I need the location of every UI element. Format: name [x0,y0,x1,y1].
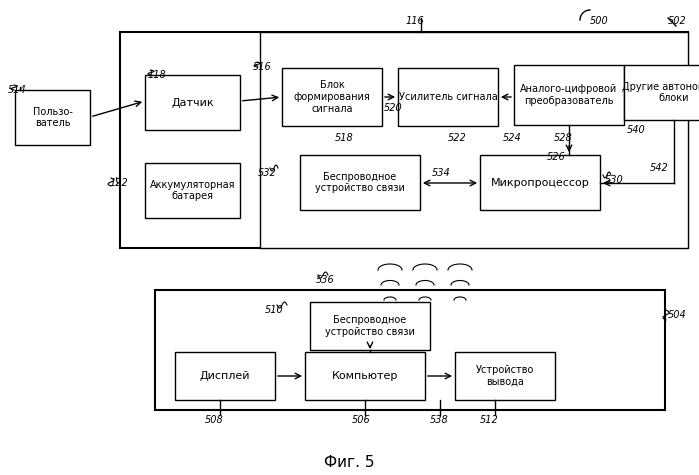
Bar [15,90,90,145]
Text: Компьютер: Компьютер [332,371,398,381]
Text: 528: 528 [554,133,572,143]
Bar [624,65,699,120]
Bar [145,163,240,218]
Bar [305,352,425,400]
Bar [155,290,665,410]
Text: 540: 540 [627,125,646,135]
Text: 538: 538 [430,415,449,425]
Text: 502: 502 [668,16,686,26]
Text: 122: 122 [110,178,129,188]
Text: 516: 516 [253,62,272,72]
Text: 116: 116 [406,16,425,26]
Text: Датчик: Датчик [171,97,214,107]
Bar [282,68,382,126]
Text: 534: 534 [432,168,451,178]
Text: 504: 504 [668,310,686,320]
Text: 522: 522 [448,133,467,143]
Text: 520: 520 [384,103,403,113]
Text: 530: 530 [605,175,624,185]
Text: Аккумуляторная
батарея: Аккумуляторная батарея [150,180,236,201]
Text: Устройство
вывода: Устройство вывода [476,365,534,387]
Text: Беспроводное
устройство связи: Беспроводное устройство связи [315,171,405,193]
Text: Микропроцессор: Микропроцессор [491,178,589,188]
Bar [310,302,430,350]
Text: Дисплей: Дисплей [200,371,250,381]
Text: Пользо-
ватель: Пользо- ватель [33,107,73,128]
Text: 510: 510 [265,305,284,315]
Bar [145,75,240,130]
Text: 514: 514 [8,85,27,95]
Bar [120,32,688,248]
Text: 500: 500 [590,16,609,26]
Text: Усилитель сигнала: Усилитель сигнала [398,92,498,102]
Bar [480,155,600,210]
Text: 532: 532 [258,168,277,178]
Bar [175,352,275,400]
Text: Другие автономные
блоки: Другие автономные блоки [622,82,699,104]
Text: 536: 536 [316,275,335,285]
Text: Фиг. 5: Фиг. 5 [324,455,375,470]
Text: Беспроводное
устройство связи: Беспроводное устройство связи [325,315,415,337]
Text: 118: 118 [148,70,167,80]
Bar [455,352,555,400]
Text: 526: 526 [547,152,565,162]
Text: 508: 508 [205,415,224,425]
Text: 506: 506 [352,415,370,425]
Text: 518: 518 [335,133,354,143]
Text: 524: 524 [503,133,521,143]
Text: 512: 512 [480,415,499,425]
Text: Аналого-цифровой
преобразователь: Аналого-цифровой преобразователь [520,84,618,106]
Bar [300,155,420,210]
Bar [398,68,498,126]
Text: 542: 542 [650,163,669,173]
Text: Блок
формирования
сигнала: Блок формирования сигнала [294,80,370,114]
Bar [514,65,624,125]
Bar [260,32,688,248]
